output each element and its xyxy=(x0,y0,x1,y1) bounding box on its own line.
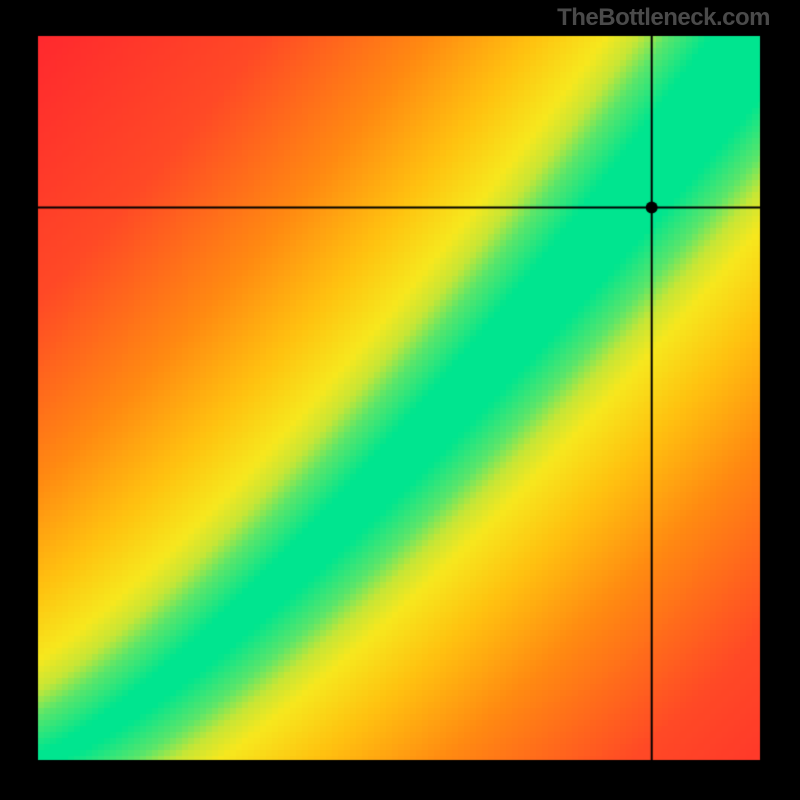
chart-container: { "watermark": { "text": "TheBottleneck.… xyxy=(0,0,800,800)
watermark-text: TheBottleneck.com xyxy=(557,4,770,32)
bottleneck-heatmap xyxy=(0,0,800,800)
